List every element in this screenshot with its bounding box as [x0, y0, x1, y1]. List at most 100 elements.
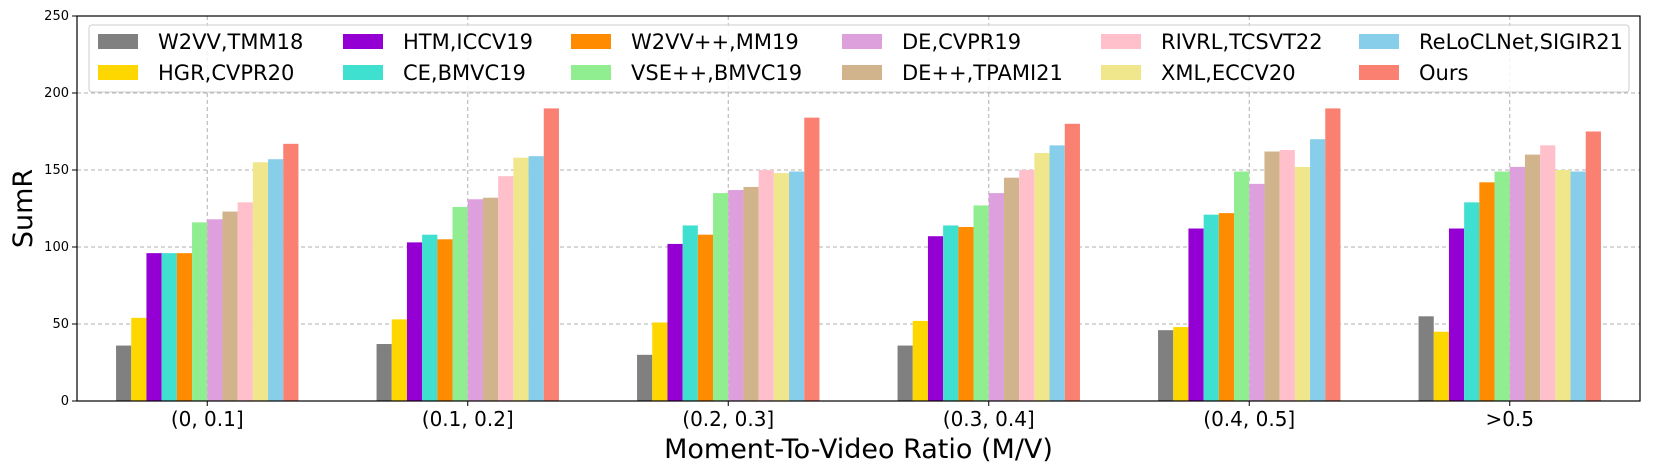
bar: [1264, 151, 1280, 401]
bar: [973, 205, 989, 401]
bar: [1294, 166, 1311, 401]
bar: [773, 173, 790, 401]
bar: [116, 345, 132, 401]
bar: [1218, 213, 1235, 401]
legend-label: DE,CVPR19: [902, 30, 1021, 54]
bar: [437, 239, 453, 401]
bar: [1234, 171, 1250, 401]
bar: [728, 190, 744, 401]
bar: [482, 197, 499, 401]
bar: [1494, 171, 1510, 401]
bar: [1003, 177, 1020, 401]
bar: [1509, 166, 1525, 401]
bar: [1540, 145, 1556, 401]
y-tick-label: 0: [61, 394, 69, 409]
bar: [406, 242, 423, 401]
x-tick-label: (0.4, 0.5]: [1203, 407, 1295, 431]
bar: [131, 317, 147, 401]
bar: [1158, 330, 1174, 401]
bar: [283, 143, 299, 401]
bar: [1325, 108, 1341, 402]
bar: [498, 176, 514, 401]
x-tick-label: (0.2, 0.3]: [682, 407, 774, 431]
x-axis-label: Moment-To-Video Ratio (M/V): [664, 434, 1053, 465]
x-tick-label: (0.1, 0.2]: [422, 407, 514, 431]
legend-swatch: [343, 34, 383, 49]
legend-swatch: [571, 65, 611, 80]
bar: [1585, 131, 1601, 401]
legend-label: HTM,ICCV19: [403, 30, 533, 54]
bar: [222, 211, 238, 401]
legend-label: HGR,CVPR20: [158, 61, 294, 85]
bar: [743, 186, 759, 401]
bar: [207, 219, 223, 401]
y-tick-label: 50: [52, 317, 69, 332]
legend-label: W2VV,TMM18: [158, 30, 303, 54]
bar: [513, 157, 529, 401]
legend-swatch: [1359, 65, 1399, 80]
bar: [804, 117, 820, 401]
bar: [467, 199, 483, 401]
x-axis-ticks: (0, 0.1] (0.1, 0.2] (0.2, 0.3] (0.3, 0.4] (0…: [171, 401, 1534, 431]
bar: [1524, 154, 1541, 401]
legend-swatch: [571, 34, 611, 49]
bar: [192, 222, 208, 401]
bar: [897, 345, 913, 401]
bar: [1570, 171, 1586, 401]
bar: [713, 193, 729, 401]
bar: [543, 108, 559, 402]
bar: [637, 354, 653, 401]
bar: [422, 234, 438, 401]
bar: [1203, 214, 1219, 401]
y-tick-label: 150: [44, 163, 69, 178]
bar: [943, 225, 959, 401]
bar: [912, 320, 928, 401]
legend-box: [88, 24, 1630, 93]
legend-swatch: [98, 65, 138, 80]
bar: [268, 159, 284, 401]
y-axis-label: SumR: [8, 169, 39, 248]
bar: [176, 253, 193, 401]
bar: [1279, 149, 1295, 401]
bar: [1555, 170, 1571, 401]
bar: [1019, 170, 1035, 401]
bar: [652, 322, 668, 401]
legend-label: VSE++,BMVC19: [631, 61, 802, 85]
bar: [528, 156, 544, 401]
legend-label: Ours: [1419, 61, 1468, 85]
y-axis-ticks: 0 50 100 150 200 250: [44, 9, 77, 409]
bar: [1418, 316, 1434, 401]
x-tick-label: (0.3, 0.4]: [943, 407, 1035, 431]
legend-label: XML,ECCV20: [1161, 61, 1296, 85]
bar: [1034, 153, 1050, 401]
legend-swatch: [842, 34, 882, 49]
bar: [146, 253, 162, 401]
bar: [237, 202, 253, 401]
bar: [1049, 145, 1065, 401]
bar: [958, 226, 974, 401]
legend-label: ReLoCLNet,SIGIR21: [1419, 30, 1623, 54]
bar: [1188, 228, 1204, 401]
bar: [1173, 327, 1189, 401]
legend-swatch: [98, 34, 138, 49]
bar: [391, 319, 407, 401]
bar: [758, 170, 774, 401]
legend-label: W2VV++,MM19: [631, 30, 799, 54]
bar: [1464, 202, 1480, 401]
bar: [376, 344, 392, 401]
bar: [1064, 123, 1080, 402]
legend-swatch: [842, 65, 882, 80]
x-tick-label: (0, 0.1]: [171, 407, 244, 431]
bar: [988, 193, 1004, 401]
bar: [452, 206, 468, 401]
y-tick-label: 100: [44, 240, 69, 255]
bar: [1310, 139, 1326, 401]
legend-swatch: [1101, 34, 1141, 49]
bar: [789, 171, 805, 401]
legend-swatch: [1101, 65, 1141, 80]
legend-label: CE,BMVC19: [403, 61, 526, 85]
y-tick-label: 200: [44, 86, 69, 101]
legend-swatch: [343, 65, 383, 80]
bars: [116, 108, 1601, 402]
